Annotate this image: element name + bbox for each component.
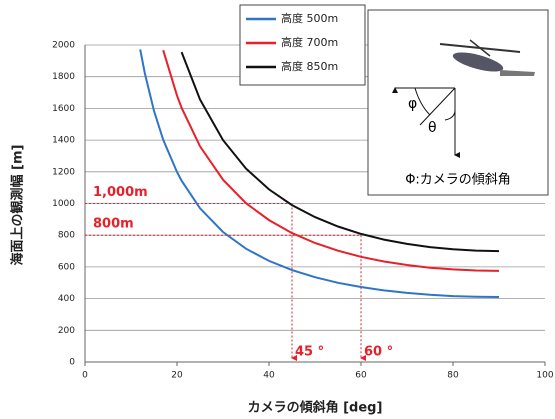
x-axis-title: カメラの傾斜角 [deg] <box>248 400 383 416</box>
y-tick-label: 2000 <box>52 41 75 51</box>
y-tick-label: 1600 <box>52 104 75 114</box>
x-tick-label: 40 <box>263 371 275 381</box>
y-tick-label: 200 <box>58 326 75 336</box>
inset-caption: Φ:カメラの傾斜角 <box>405 173 511 188</box>
y-tick-label: 1200 <box>52 167 75 177</box>
y-tick-label: 800 <box>58 231 75 241</box>
x-tick-label: 60 <box>355 371 367 381</box>
x-tick-label: 100 <box>536 371 553 381</box>
inset: φ θ Φ:カメラの傾斜角 <box>368 10 548 195</box>
inset-box <box>368 10 548 195</box>
phi-label: φ <box>408 96 417 112</box>
legend-label: 高度 850m <box>281 59 338 73</box>
y-tick-label: 1000 <box>52 199 75 209</box>
x-tick-label: 0 <box>82 371 88 381</box>
reference-label: 800m <box>93 217 134 232</box>
reference-label: 1,000m <box>93 185 148 200</box>
y-tick-label: 600 <box>58 262 75 272</box>
y-tick-label: 1800 <box>52 72 75 82</box>
theta-label: θ <box>428 120 437 136</box>
y-axis-title: 海面上の観測幅 [m] <box>10 145 26 266</box>
marker-label: 45 ° <box>295 345 324 360</box>
y-tick-label: 400 <box>58 294 75 304</box>
x-tick-label: 20 <box>171 371 183 381</box>
chart: 0 200 400 600 800 1000 1200 1400 1600 1800 2000 0 20… <box>0 0 555 419</box>
legend-label: 高度 700m <box>281 35 338 49</box>
legend: 高度 500m 高度 700m 高度 850m <box>240 5 365 85</box>
legend-label: 高度 500m <box>281 11 338 25</box>
x-tick-label: 80 <box>447 371 459 381</box>
marker-label: 60 ° <box>364 345 393 360</box>
y-tick-label: 0 <box>69 358 75 368</box>
y-tick-label: 1400 <box>52 136 75 146</box>
